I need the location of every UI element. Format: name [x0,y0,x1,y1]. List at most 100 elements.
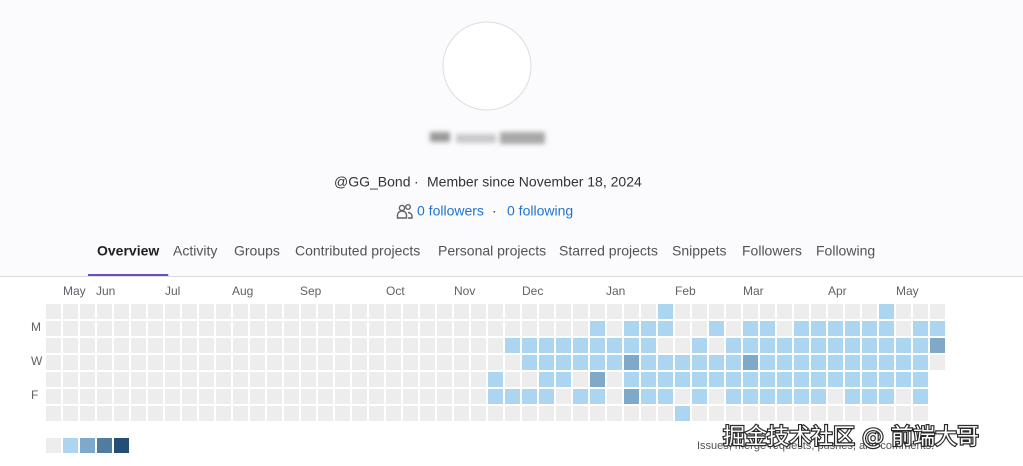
contribution-cell[interactable] [80,406,95,421]
contribution-cell[interactable] [709,338,724,353]
contribution-cell[interactable] [80,304,95,319]
contribution-cell[interactable] [318,406,333,421]
contribution-cell[interactable] [301,372,316,387]
contribution-cell[interactable] [216,389,231,404]
contribution-cell[interactable] [692,406,707,421]
contribution-cell[interactable] [454,406,469,421]
contribution-cell[interactable] [930,321,945,336]
contribution-cell[interactable] [675,304,690,319]
contribution-cell[interactable] [97,321,112,336]
contribution-cell[interactable] [369,389,384,404]
contribution-cell[interactable] [114,338,129,353]
contribution-cell[interactable] [403,338,418,353]
tab[interactable]: Groups [234,243,280,259]
contribution-cell[interactable] [505,321,520,336]
contribution-cell[interactable] [199,321,214,336]
contribution-cell[interactable] [641,338,656,353]
contribution-cell[interactable] [879,389,894,404]
contribution-cell[interactable] [386,389,401,404]
contribution-cell[interactable] [352,321,367,336]
contribution-cell[interactable] [318,304,333,319]
contribution-cell[interactable] [46,338,61,353]
contribution-cell[interactable] [352,304,367,319]
contribution-cell[interactable] [454,338,469,353]
contribution-cell[interactable] [624,406,639,421]
contribution-cell[interactable] [692,304,707,319]
contribution-cell[interactable] [250,372,265,387]
contribution-cell[interactable] [590,389,605,404]
contribution-cell[interactable] [658,406,673,421]
contribution-cell[interactable] [420,389,435,404]
contribution-cell[interactable] [250,406,265,421]
contribution-cell[interactable] [80,321,95,336]
contribution-cell[interactable] [301,321,316,336]
contribution-cell[interactable] [386,372,401,387]
contribution-cell[interactable] [114,406,129,421]
contribution-cell[interactable] [182,304,197,319]
contribution-cell[interactable] [454,355,469,370]
contribution-cell[interactable] [777,406,792,421]
contribution-cell[interactable] [352,372,367,387]
contribution-cell[interactable] [267,321,282,336]
contribution-cell[interactable] [811,406,826,421]
contribution-cell[interactable] [862,321,877,336]
contribution-cell[interactable] [590,372,605,387]
contribution-cell[interactable] [658,389,673,404]
followers-link[interactable]: 0 followers [417,203,484,219]
contribution-cell[interactable] [199,406,214,421]
contribution-cell[interactable] [913,338,928,353]
contribution-cell[interactable] [896,321,911,336]
contribution-cell[interactable] [488,406,503,421]
contribution-cell[interactable] [590,406,605,421]
contribution-cell[interactable] [267,372,282,387]
contribution-cell[interactable] [573,406,588,421]
contribution-cell[interactable] [284,355,299,370]
contribution-cell[interactable] [114,389,129,404]
contribution-cell[interactable] [386,338,401,353]
contribution-cell[interactable] [913,372,928,387]
contribution-cell[interactable] [46,406,61,421]
contribution-cell[interactable] [437,338,452,353]
contribution-cell[interactable] [114,304,129,319]
contribution-cell[interactable] [301,304,316,319]
contribution-cell[interactable] [216,321,231,336]
tab[interactable]: Contributed projects [295,243,420,259]
contribution-cell[interactable] [403,389,418,404]
tab[interactable]: Activity [173,243,217,259]
contribution-cell[interactable] [131,372,146,387]
contribution-cell[interactable] [267,406,282,421]
contribution-cell[interactable] [811,372,826,387]
contribution-cell[interactable] [131,355,146,370]
contribution-cell[interactable] [760,406,775,421]
contribution-cell[interactable] [777,338,792,353]
contribution-cell[interactable] [148,372,163,387]
contribution-cell[interactable] [97,406,112,421]
contribution-cell[interactable] [505,304,520,319]
contribution-cell[interactable] [216,304,231,319]
contribution-cell[interactable] [352,389,367,404]
contribution-cell[interactable] [539,321,554,336]
contribution-cell[interactable] [777,389,792,404]
contribution-cell[interactable] [556,389,571,404]
contribution-cell[interactable] [131,321,146,336]
contribution-cell[interactable] [658,321,673,336]
tab[interactable]: Overview [97,243,159,259]
contribution-cell[interactable] [403,406,418,421]
contribution-cell[interactable] [131,406,146,421]
contribution-cell[interactable] [437,406,452,421]
contribution-cell[interactable] [454,389,469,404]
contribution-cell[interactable] [590,355,605,370]
contribution-cell[interactable] [879,406,894,421]
contribution-cell[interactable] [913,355,928,370]
contribution-cell[interactable] [131,338,146,353]
contribution-cell[interactable] [760,355,775,370]
contribution-cell[interactable] [63,355,78,370]
tab[interactable]: Personal projects [438,243,546,259]
contribution-cell[interactable] [607,372,622,387]
contribution-cell[interactable] [709,355,724,370]
contribution-cell[interactable] [845,304,860,319]
contribution-cell[interactable] [879,372,894,387]
contribution-cell[interactable] [726,372,741,387]
contribution-cell[interactable] [165,321,180,336]
contribution-cell[interactable] [335,304,350,319]
